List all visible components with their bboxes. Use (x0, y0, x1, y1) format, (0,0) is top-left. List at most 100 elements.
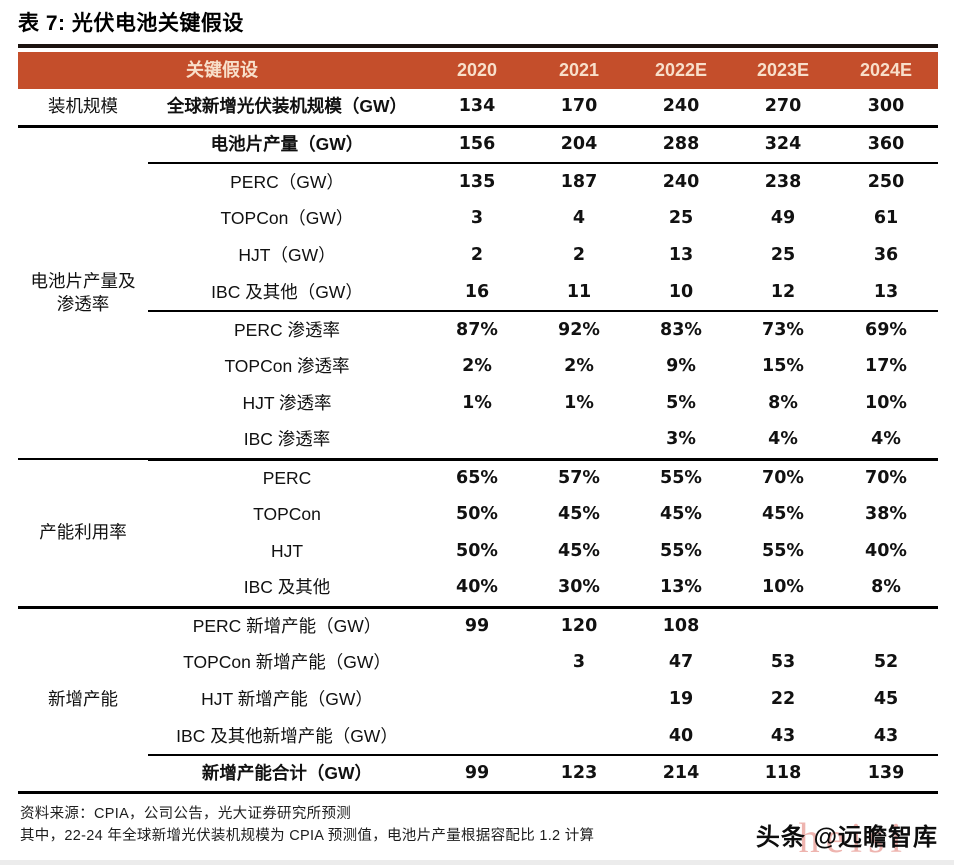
value-cell: 123 (528, 755, 630, 794)
row-label-cell: IBC 渗透率 (148, 422, 426, 461)
value-cell: 170 (528, 89, 630, 128)
value-cell: 250 (867, 171, 905, 192)
table-row: 新增产能合计（GW） 99 123 214 118 139 (18, 755, 938, 794)
assumptions-table: 关键假设 2020 2021 2022E 2023E 2024E 装机规模 全球… (18, 52, 938, 794)
value-cell: 3 (572, 652, 586, 673)
value-cell: 25 (668, 208, 694, 229)
table-row: TOPCon（GW） 3 4 25 49 61 (18, 200, 938, 237)
header-year-2023e: 2023E (732, 52, 834, 89)
value-cell: 53 (770, 652, 796, 673)
value-cell: 45% (558, 504, 600, 525)
value-cell: 1% (462, 393, 492, 414)
value-cell: 3 (470, 208, 484, 229)
value-cell: 43 (732, 718, 834, 756)
value-cell: 15% (762, 356, 804, 377)
value-cell: 55% (660, 541, 702, 562)
value-cell: 2 (470, 245, 484, 266)
table-row: HJT 渗透率 1% 1% 5% 8% 10% (18, 385, 938, 422)
value-cell (426, 681, 528, 718)
value-cell: 49 (770, 208, 796, 229)
value-cell: 10% (865, 393, 907, 414)
table-row: HJT（GW） 2 2 13 25 36 (18, 237, 938, 274)
row-label-cell: IBC 及其他 (148, 570, 426, 609)
value-cell: 5% (666, 393, 696, 414)
row-label-cell: TOPCon (253, 504, 321, 525)
table-row: TOPCon 新增产能（GW） 3 47 53 52 (18, 644, 938, 681)
value-cell: 204 (528, 126, 630, 164)
value-cell (426, 422, 528, 461)
table-row: 装机规模 全球新增光伏装机规模（GW） 134 170 240 270 300 (18, 89, 938, 128)
value-cell: 19 (668, 689, 694, 710)
value-cell: 4% (732, 422, 834, 461)
header-assumption-label: 关键假设 (18, 52, 426, 89)
group-label-cell: 装机规模 (18, 89, 148, 128)
toutiao-brand-text: 头条 @远瞻智库 (755, 823, 938, 851)
value-cell (528, 681, 630, 718)
header-year-2024e: 2024E (834, 52, 938, 89)
value-cell: 8% (768, 393, 798, 414)
value-cell (528, 422, 630, 461)
value-cell: 99 (464, 615, 490, 636)
table-row: HJT 新增产能（GW） 19 22 45 (18, 681, 938, 718)
value-cell: 187 (560, 171, 598, 192)
value-cell: 43 (834, 718, 938, 756)
value-cell: 83% (660, 319, 702, 340)
row-label-cell: HJT 渗透率 (242, 393, 332, 414)
value-cell: 50% (456, 504, 498, 525)
value-cell: 55% (660, 467, 702, 488)
value-cell: 55% (762, 541, 804, 562)
value-cell: 61 (873, 208, 899, 229)
source-line: 资料来源：CPIA，公司公告，光大证券研究所预测 (20, 805, 352, 822)
value-cell: 238 (764, 171, 802, 192)
value-cell: 139 (834, 755, 938, 794)
row-label-cell: 全球新增光伏装机规模（GW） (148, 89, 426, 128)
group-label-cell: 电池片产量及渗透率 (18, 126, 148, 460)
row-label-cell: 新增产能合计（GW） (148, 755, 426, 794)
value-cell: 2 (572, 245, 586, 266)
value-cell: 52 (873, 652, 899, 673)
value-cell: 288 (630, 126, 732, 164)
value-cell: 50% (456, 541, 498, 562)
value-cell: 11 (528, 274, 630, 312)
value-cell: 9% (666, 356, 696, 377)
row-label-cell: TOPCon（GW） (220, 208, 354, 229)
row-label-cell: TOPCon 渗透率 (224, 356, 350, 377)
header-year-2022e: 2022E (630, 52, 732, 89)
watermark-logo: heisi 头条 @远瞻智库 (755, 811, 938, 862)
value-cell: 30% (528, 570, 630, 609)
value-cell: 156 (426, 126, 528, 164)
table-row: 电池片产量及渗透率 电池片产量（GW） 156 204 288 324 360 (18, 126, 938, 460)
value-cell: 36 (873, 245, 899, 266)
value-cell: 99 (426, 755, 528, 794)
row-label-cell: IBC 及其他（GW） (148, 274, 426, 312)
value-cell: 360 (834, 126, 938, 164)
value-cell: 4% (834, 422, 938, 461)
value-cell: 4 (572, 208, 586, 229)
title-underline (18, 44, 938, 48)
table-row: IBC 及其他（GW） 16 11 10 12 13 (18, 274, 938, 312)
value-cell: 45% (558, 541, 600, 562)
value-cell: 3% (630, 422, 732, 461)
value-cell: 270 (732, 89, 834, 128)
value-cell: 17% (865, 356, 907, 377)
table-row: 产能利用率 PERC 65% 57% 55% 70% 70% (18, 459, 938, 609)
row-label-cell: PERC 渗透率 (234, 319, 340, 340)
row-label-cell: IBC 及其他新增产能（GW） (148, 718, 426, 756)
value-cell (834, 607, 938, 644)
table-row: IBC 及其他 40% 30% 13% 10% 8% (18, 570, 938, 609)
value-cell: 8% (834, 570, 938, 609)
value-cell: 214 (630, 755, 732, 794)
value-cell (426, 644, 528, 681)
row-label-cell: TOPCon 新增产能（GW） (183, 652, 391, 673)
value-cell: 240 (662, 171, 700, 192)
value-cell: 13 (668, 245, 694, 266)
value-cell: 40 (630, 718, 732, 756)
value-cell: 12 (732, 274, 834, 312)
value-cell: 45% (660, 504, 702, 525)
row-label-cell: PERC (262, 467, 312, 488)
table-row: TOPCon 渗透率 2% 2% 9% 15% 17% (18, 348, 938, 385)
value-cell (732, 607, 834, 644)
table-title: 表 7: 光伏电池关键假设 (18, 12, 244, 35)
value-cell: 87% (456, 319, 498, 340)
